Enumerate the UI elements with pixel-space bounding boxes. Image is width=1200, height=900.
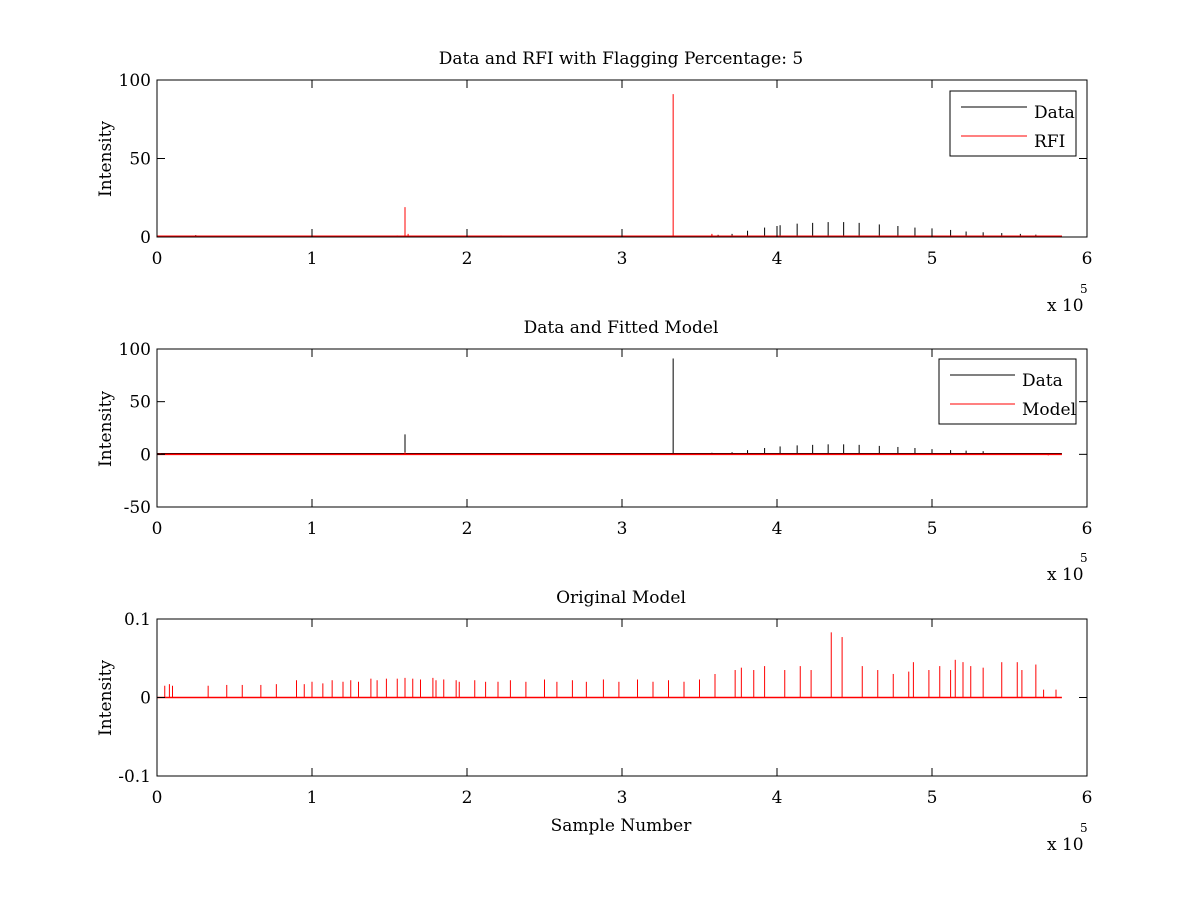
- subplot-2-x-multiplier: x 10: [1047, 565, 1084, 585]
- subplot-1-x-ticks: 0 1 2 3 4 5 6: [152, 80, 1093, 269]
- x-tick-label: 1: [307, 249, 318, 269]
- x-tick-label: 4: [772, 788, 783, 808]
- subplot-1-y-ticks: 0 50 100: [119, 71, 1087, 248]
- legend-label-rfi: RFI: [1034, 132, 1065, 152]
- x-tick-label: 2: [462, 788, 473, 808]
- subplot-2-plot-area: [157, 358, 1062, 456]
- x-tick-label: 3: [617, 788, 628, 808]
- subplot-3-title: Original Model: [556, 588, 686, 608]
- subplot-2-x-multiplier-exponent: 5: [1080, 551, 1088, 565]
- x-tick-label: 6: [1082, 788, 1093, 808]
- subplot-2-ylabel: Intensity: [96, 391, 116, 467]
- subplot-1-legend-box: [949, 90, 1077, 157]
- subplot-3-ylabel: Intensity: [96, 660, 116, 736]
- x-tick-label: 6: [1082, 519, 1093, 539]
- x-tick-label: 0: [152, 788, 163, 808]
- subplot-1: Data and RFI with Flagging Percentage: 5…: [96, 49, 1092, 316]
- x-tick-label: 2: [462, 519, 473, 539]
- x-tick-label: 4: [772, 519, 783, 539]
- y-tick-label: 50: [129, 393, 151, 413]
- y-tick-label: 50: [129, 150, 151, 170]
- y-tick-label: 0.1: [124, 610, 151, 630]
- subplot-2-y-ticks: -50 0 50 100: [119, 340, 1087, 518]
- y-tick-label: 100: [119, 71, 151, 91]
- subplot-3-x-multiplier-exponent: 5: [1080, 821, 1088, 835]
- subplot-3-x-ticks: 0 1 2 3 4 5 6: [152, 619, 1093, 808]
- subplot-3-x-multiplier: x 10: [1047, 835, 1084, 855]
- subplot-3-plot-area: [157, 632, 1062, 699]
- legend-label-data: Data: [1034, 103, 1075, 123]
- y-tick-label: 0: [140, 689, 151, 709]
- subplot-2-x-ticks: 0 1 2 3 4 5 6: [152, 349, 1093, 539]
- x-tick-label: 1: [307, 519, 318, 539]
- subplot-1-ylabel: Intensity: [96, 121, 116, 197]
- x-tick-label: 5: [927, 788, 938, 808]
- y-tick-label: 100: [119, 340, 151, 360]
- x-tick-label: 2: [462, 249, 473, 269]
- legend-label-data: Data: [1022, 371, 1063, 391]
- subplot-3-y-ticks: -0.1 0 0.1: [118, 610, 1087, 787]
- x-tick-label: 3: [617, 249, 628, 269]
- subplot-1-x-multiplier-exponent: 5: [1080, 282, 1088, 296]
- subplot-3-xlabel: Sample Number: [551, 816, 693, 836]
- x-tick-label: 1: [307, 788, 318, 808]
- y-tick-label: -50: [124, 498, 151, 518]
- y-tick-label: 0: [140, 228, 151, 248]
- y-tick-label: 0: [140, 445, 151, 465]
- x-tick-label: 0: [152, 249, 163, 269]
- subplot-1-x-multiplier: x 10: [1047, 296, 1084, 316]
- subplot-1-legend: Data RFI: [949, 90, 1077, 157]
- x-tick-label: 4: [772, 249, 783, 269]
- x-tick-label: 5: [927, 519, 938, 539]
- x-tick-label: 6: [1082, 249, 1093, 269]
- subplot-1-title: Data and RFI with Flagging Percentage: 5: [439, 49, 803, 69]
- subplot-2-legend: Data Model: [938, 358, 1077, 425]
- subplot-2-legend-box: [938, 358, 1077, 425]
- subplot-2-title: Data and Fitted Model: [524, 318, 719, 338]
- legend-label-model: Model: [1022, 400, 1076, 420]
- y-tick-label: -0.1: [118, 767, 151, 787]
- x-tick-label: 3: [617, 519, 628, 539]
- x-tick-label: 0: [152, 519, 163, 539]
- x-tick-label: 5: [927, 249, 938, 269]
- subplot-1-plot-area: [157, 94, 1062, 237]
